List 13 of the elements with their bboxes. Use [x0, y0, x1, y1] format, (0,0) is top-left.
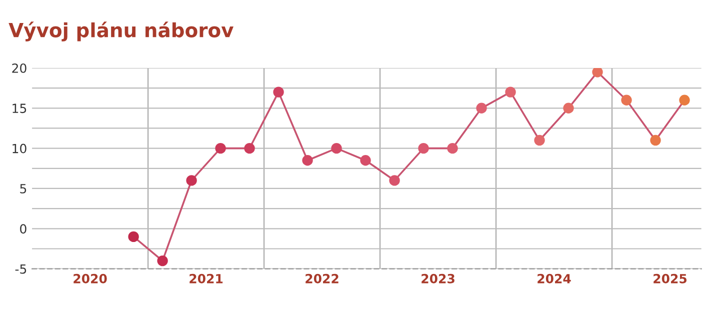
- x-tick-label: 2020: [74, 274, 107, 284]
- chart-title: Vývoj plánu náborov: [8, 22, 234, 42]
- y-tick-label: 0: [20, 224, 26, 234]
- y-tick-label: 10: [12, 144, 26, 154]
- x-tick-label: 2021: [190, 274, 223, 284]
- y-tick-label: 5: [20, 184, 26, 194]
- y-tick-label: -5: [15, 264, 26, 274]
- y-tick-label: 20: [12, 63, 26, 73]
- x-tick-label: 2022: [306, 274, 338, 284]
- x-tick-label: 2024: [538, 274, 571, 284]
- x-tick-label: 2025: [654, 274, 687, 284]
- x-tick-label: 2023: [422, 274, 454, 284]
- y-tick-label: 15: [12, 104, 26, 114]
